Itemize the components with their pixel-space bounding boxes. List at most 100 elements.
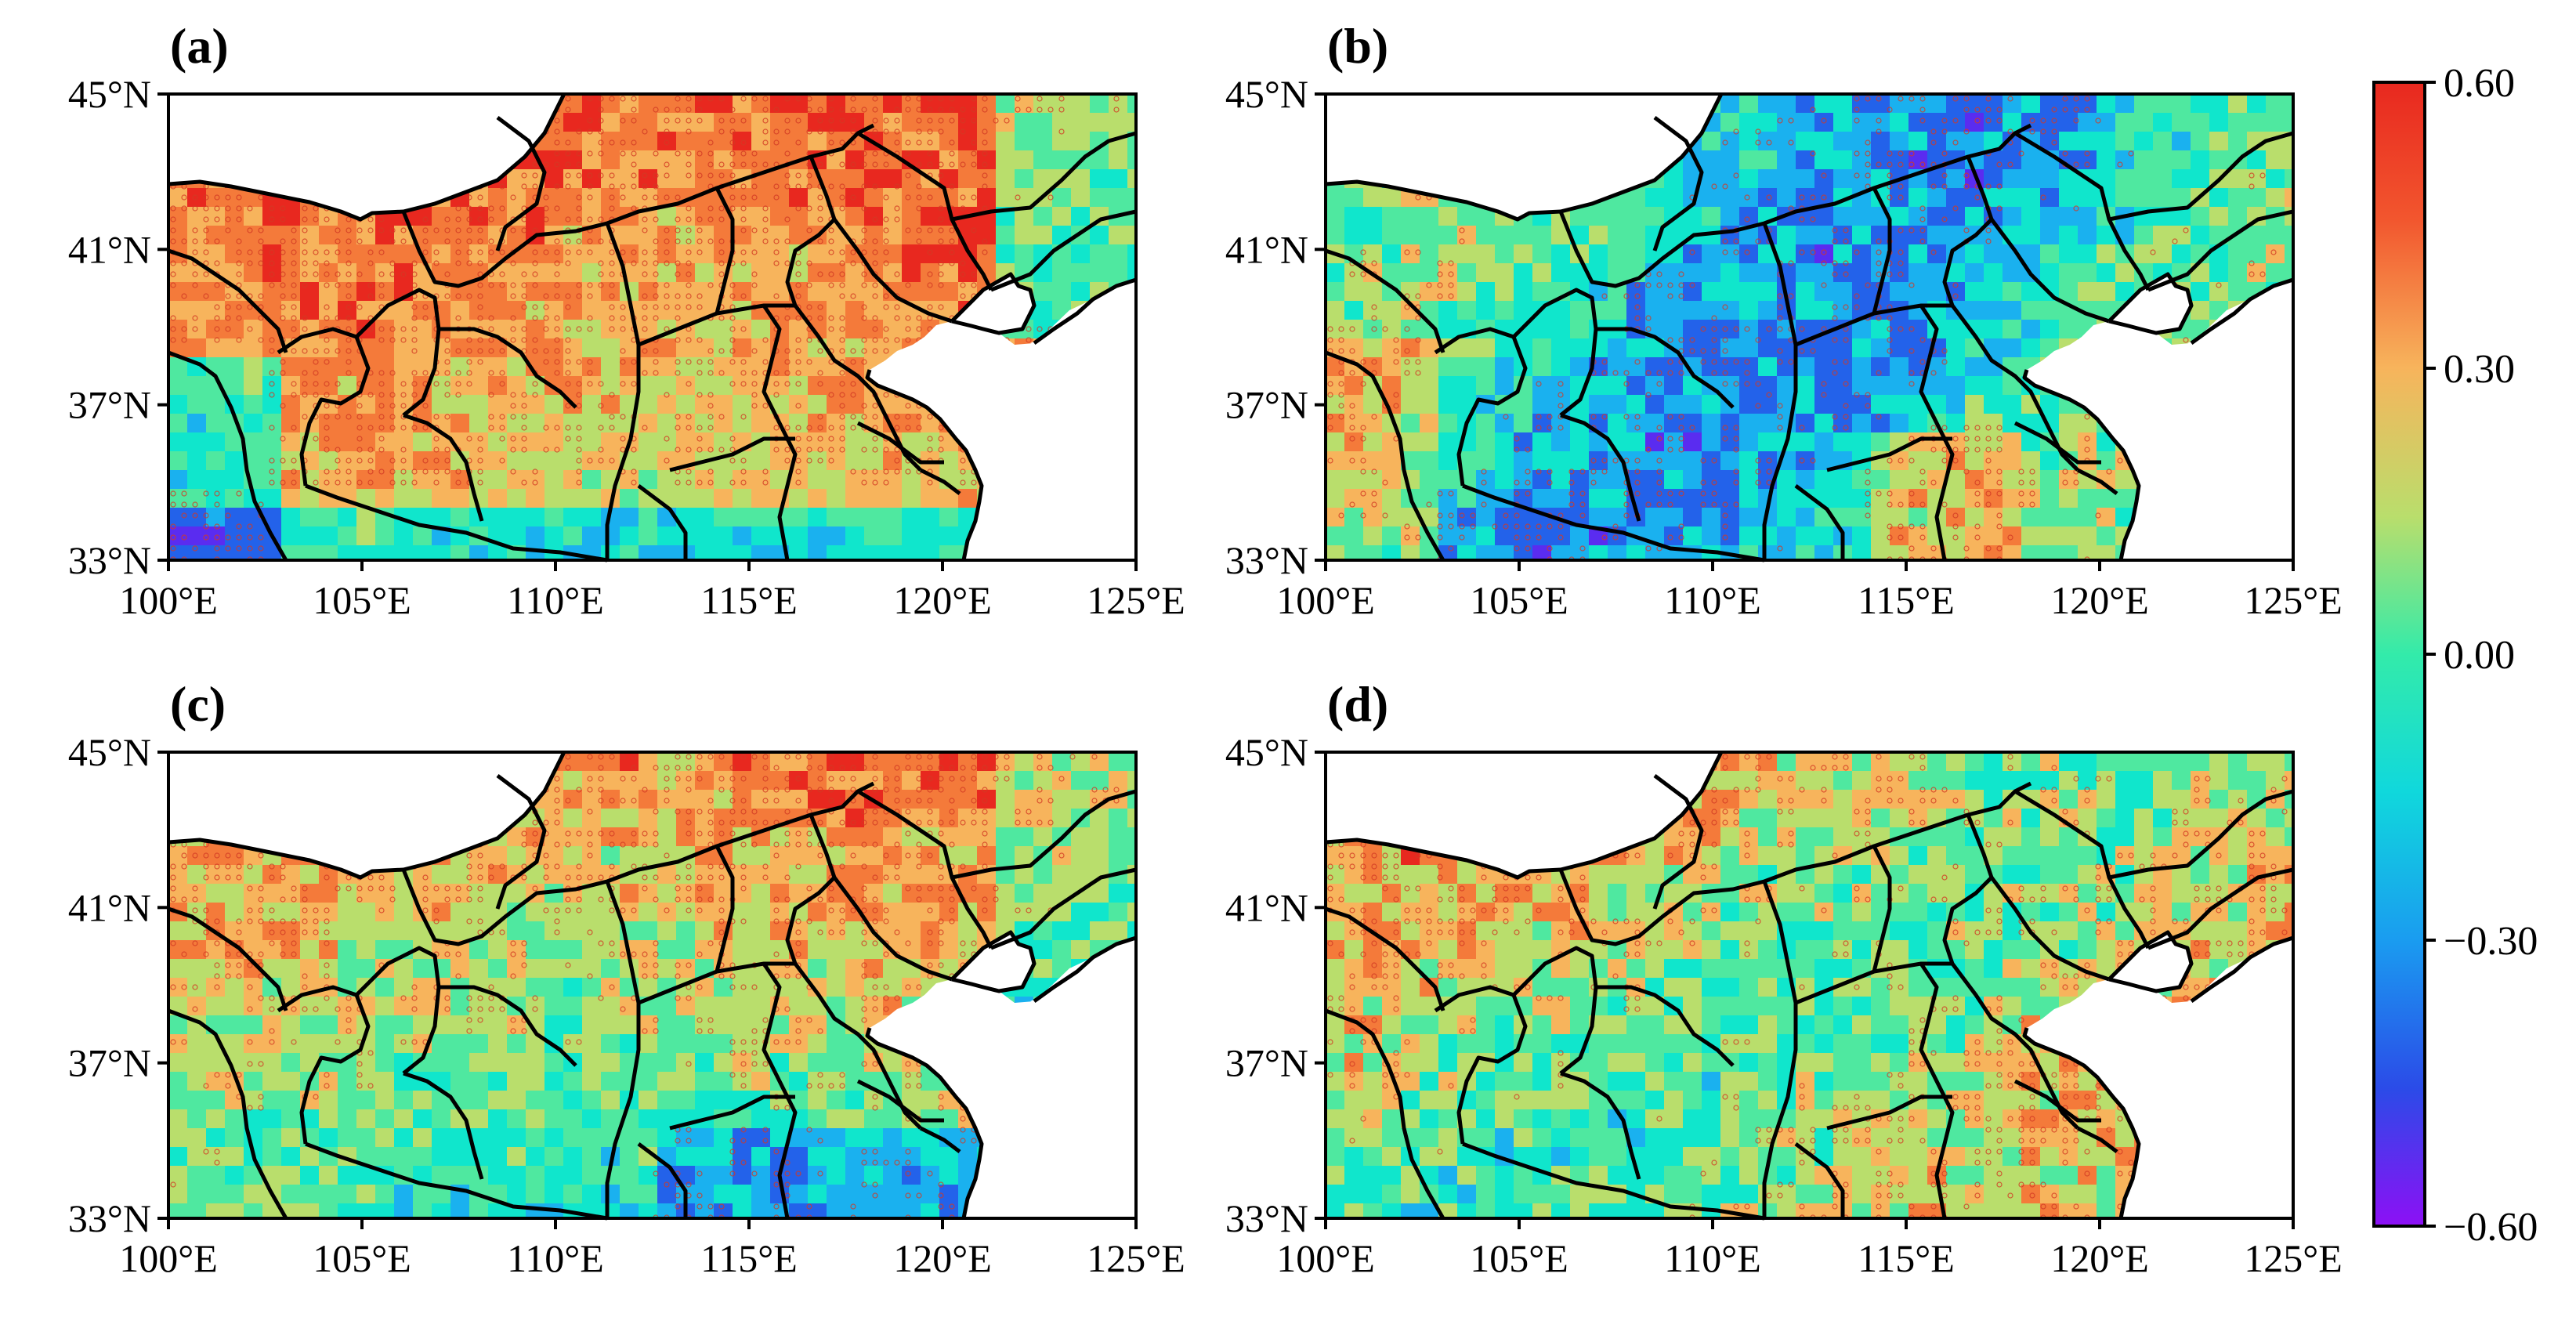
- lon-tick-label: 125°E: [1087, 1236, 1185, 1280]
- coastline-east: [2190, 935, 2294, 1004]
- colorbar-bar: [2372, 81, 2426, 1228]
- province-border: [1560, 413, 1641, 522]
- province-border: [990, 867, 1137, 950]
- panel-label: (a): [170, 18, 229, 74]
- colorbar-tick-label: 0.60: [2444, 61, 2515, 106]
- lon-tick-label: 100°E: [119, 578, 218, 622]
- bohai-sea: [2109, 932, 2191, 991]
- coastline-east: [1033, 935, 1137, 1004]
- province-border: [951, 789, 1137, 880]
- province-border: [1462, 1142, 1765, 1221]
- lon-tick-label: 125°E: [2244, 1236, 2343, 1280]
- province-border: [715, 845, 735, 972]
- province-border: [1596, 985, 1735, 1067]
- bohai-coastline: [2107, 272, 2194, 335]
- province-border: [669, 1094, 795, 1131]
- province-border: [2147, 209, 2294, 292]
- lon-tick-label: 115°E: [1858, 1236, 1955, 1280]
- province-border: [2108, 789, 2294, 880]
- lon-tick-label: 110°E: [507, 1236, 604, 1280]
- province-border: [1434, 327, 1528, 487]
- east-sea: [1030, 938, 1136, 1034]
- province-border: [495, 774, 547, 910]
- province-border: [919, 1126, 961, 1153]
- lon-tick-label: 100°E: [1276, 578, 1375, 622]
- province-border: [785, 156, 837, 306]
- province-border: [1942, 156, 1994, 306]
- east-sea: [2187, 938, 2293, 1034]
- province-border: [669, 436, 795, 472]
- colorbar-tick-label: −0.30: [2444, 919, 2538, 964]
- bohai-coastline: [950, 272, 1037, 335]
- province-border: [2013, 421, 2101, 465]
- province-border: [495, 116, 547, 251]
- province-border: [355, 288, 441, 417]
- lon-tick-label: 110°E: [1664, 1236, 1761, 1280]
- lat-tick-label: 41°N: [68, 227, 151, 271]
- province-border: [403, 413, 484, 522]
- province-border: [1434, 985, 1528, 1145]
- boundary-lines: [168, 92, 1137, 563]
- province-border: [1762, 881, 1798, 1218]
- province-border: [605, 881, 641, 1218]
- province-border: [2147, 867, 2294, 950]
- province-border: [2013, 1079, 2101, 1123]
- province-border: [1512, 946, 1598, 1075]
- province-border: [1990, 218, 2110, 324]
- province-border: [605, 223, 641, 560]
- province-border: [637, 1142, 688, 1218]
- province-border: [1652, 774, 1704, 910]
- lat-tick-label: 33°N: [68, 1196, 151, 1240]
- colorbar-tick-label: 0.00: [2444, 633, 2515, 678]
- province-border: [762, 304, 798, 561]
- province-border: [1560, 1071, 1641, 1180]
- significance-dots: [170, 96, 1131, 560]
- province-border: [305, 483, 608, 563]
- axes-frame: [1324, 92, 2295, 562]
- province-border: [2076, 1126, 2118, 1153]
- lat-tick-label: 45°N: [68, 730, 151, 774]
- province-border: [856, 789, 993, 950]
- lat-tick-label: 33°N: [1225, 538, 1308, 582]
- province-border: [2076, 468, 2118, 495]
- bohai-sea: [952, 932, 1034, 991]
- province-border: [1872, 186, 1892, 314]
- lat-tick-label: 33°N: [68, 538, 151, 582]
- province-border: [305, 1142, 608, 1221]
- panel-label: (c): [170, 676, 226, 732]
- province-border: [833, 218, 953, 324]
- province-border: [1325, 350, 1445, 562]
- province-border: [637, 484, 688, 560]
- national-border: [168, 92, 566, 222]
- panel-label: (d): [1327, 676, 1388, 732]
- national-border: [1325, 751, 1724, 880]
- province-border: [277, 327, 371, 487]
- province-border: [1826, 1094, 1952, 1131]
- lat-tick-label: 37°N: [68, 383, 151, 427]
- lat-tick-label: 45°N: [68, 72, 151, 116]
- province-border: [2013, 789, 2151, 950]
- lat-tick-label: 37°N: [1225, 1041, 1308, 1085]
- province-border: [1794, 1142, 1845, 1218]
- province-border: [990, 209, 1137, 292]
- province-border: [403, 1071, 484, 1180]
- lon-tick-label: 125°E: [1087, 578, 1185, 622]
- province-border: [355, 946, 441, 1075]
- province-border: [1462, 483, 1765, 563]
- coastline: [865, 1027, 984, 1219]
- lon-tick-label: 110°E: [507, 578, 604, 622]
- east-sea: [2187, 280, 2293, 376]
- province-border: [1762, 223, 1798, 560]
- province-border: [1919, 962, 1955, 1219]
- province-border: [762, 962, 798, 1219]
- province-border: [168, 1008, 288, 1220]
- axes-frame: [167, 92, 1138, 562]
- province-border: [2108, 131, 2294, 222]
- lat-tick-label: 45°N: [1225, 72, 1308, 116]
- lat-tick-label: 45°N: [1225, 730, 1308, 774]
- lon-tick-label: 105°E: [313, 578, 411, 622]
- province-border: [1325, 248, 1445, 353]
